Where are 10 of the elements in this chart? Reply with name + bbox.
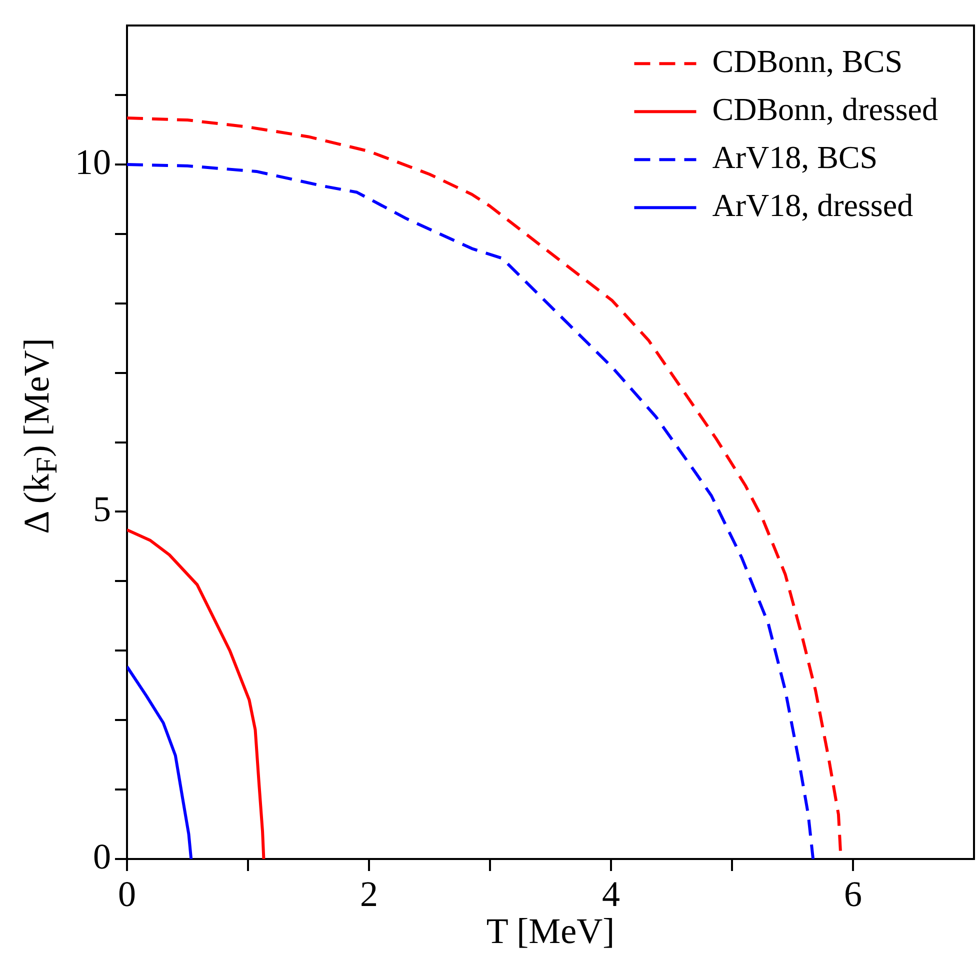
y-tick-label: 10 [75, 142, 111, 182]
y-tick-label: 5 [93, 489, 111, 530]
legend-label: CDBonn, dressed [712, 91, 938, 128]
x-tick-label: 0 [118, 874, 136, 914]
y-tick-label: 0 [93, 836, 111, 876]
legend-label: ArV18, BCS [712, 139, 878, 176]
x-tick-label: 6 [844, 874, 862, 914]
x-tick-label: 2 [360, 874, 378, 914]
legend-label: ArV18, dressed [712, 187, 914, 224]
legend-label: CDBonn, BCS [712, 43, 903, 80]
